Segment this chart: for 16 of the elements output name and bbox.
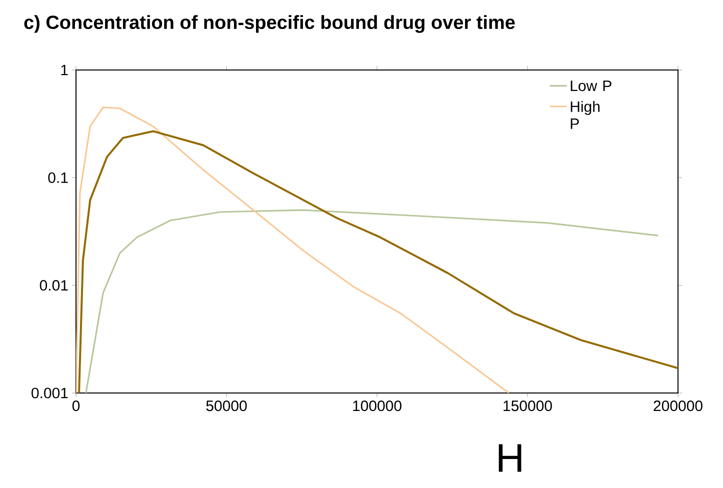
- y-tick-label: 0.01: [40, 280, 68, 291]
- x-tick-label: 50000: [206, 400, 247, 412]
- line-series: [85, 209, 659, 394]
- line-series: [78, 130, 678, 394]
- line-series: [76, 106, 510, 394]
- x-tick-label: 150000: [504, 400, 552, 412]
- x-tick-label: 0: [72, 400, 80, 412]
- x-tick-label: 200000: [654, 400, 702, 412]
- y-tick-label: 1: [61, 64, 68, 76]
- text: H: [498, 444, 522, 472]
- y-tick-label: 0.1: [48, 172, 68, 183]
- legend-label: Low P: [570, 80, 612, 92]
- legend-label: High P: [570, 100, 600, 129]
- x-tick-label: 100000: [353, 400, 402, 412]
- chart-title: c) Concentration of non-specific bound drug over time: [24, 15, 515, 33]
- y-tick-label: 0.001: [32, 388, 68, 398]
